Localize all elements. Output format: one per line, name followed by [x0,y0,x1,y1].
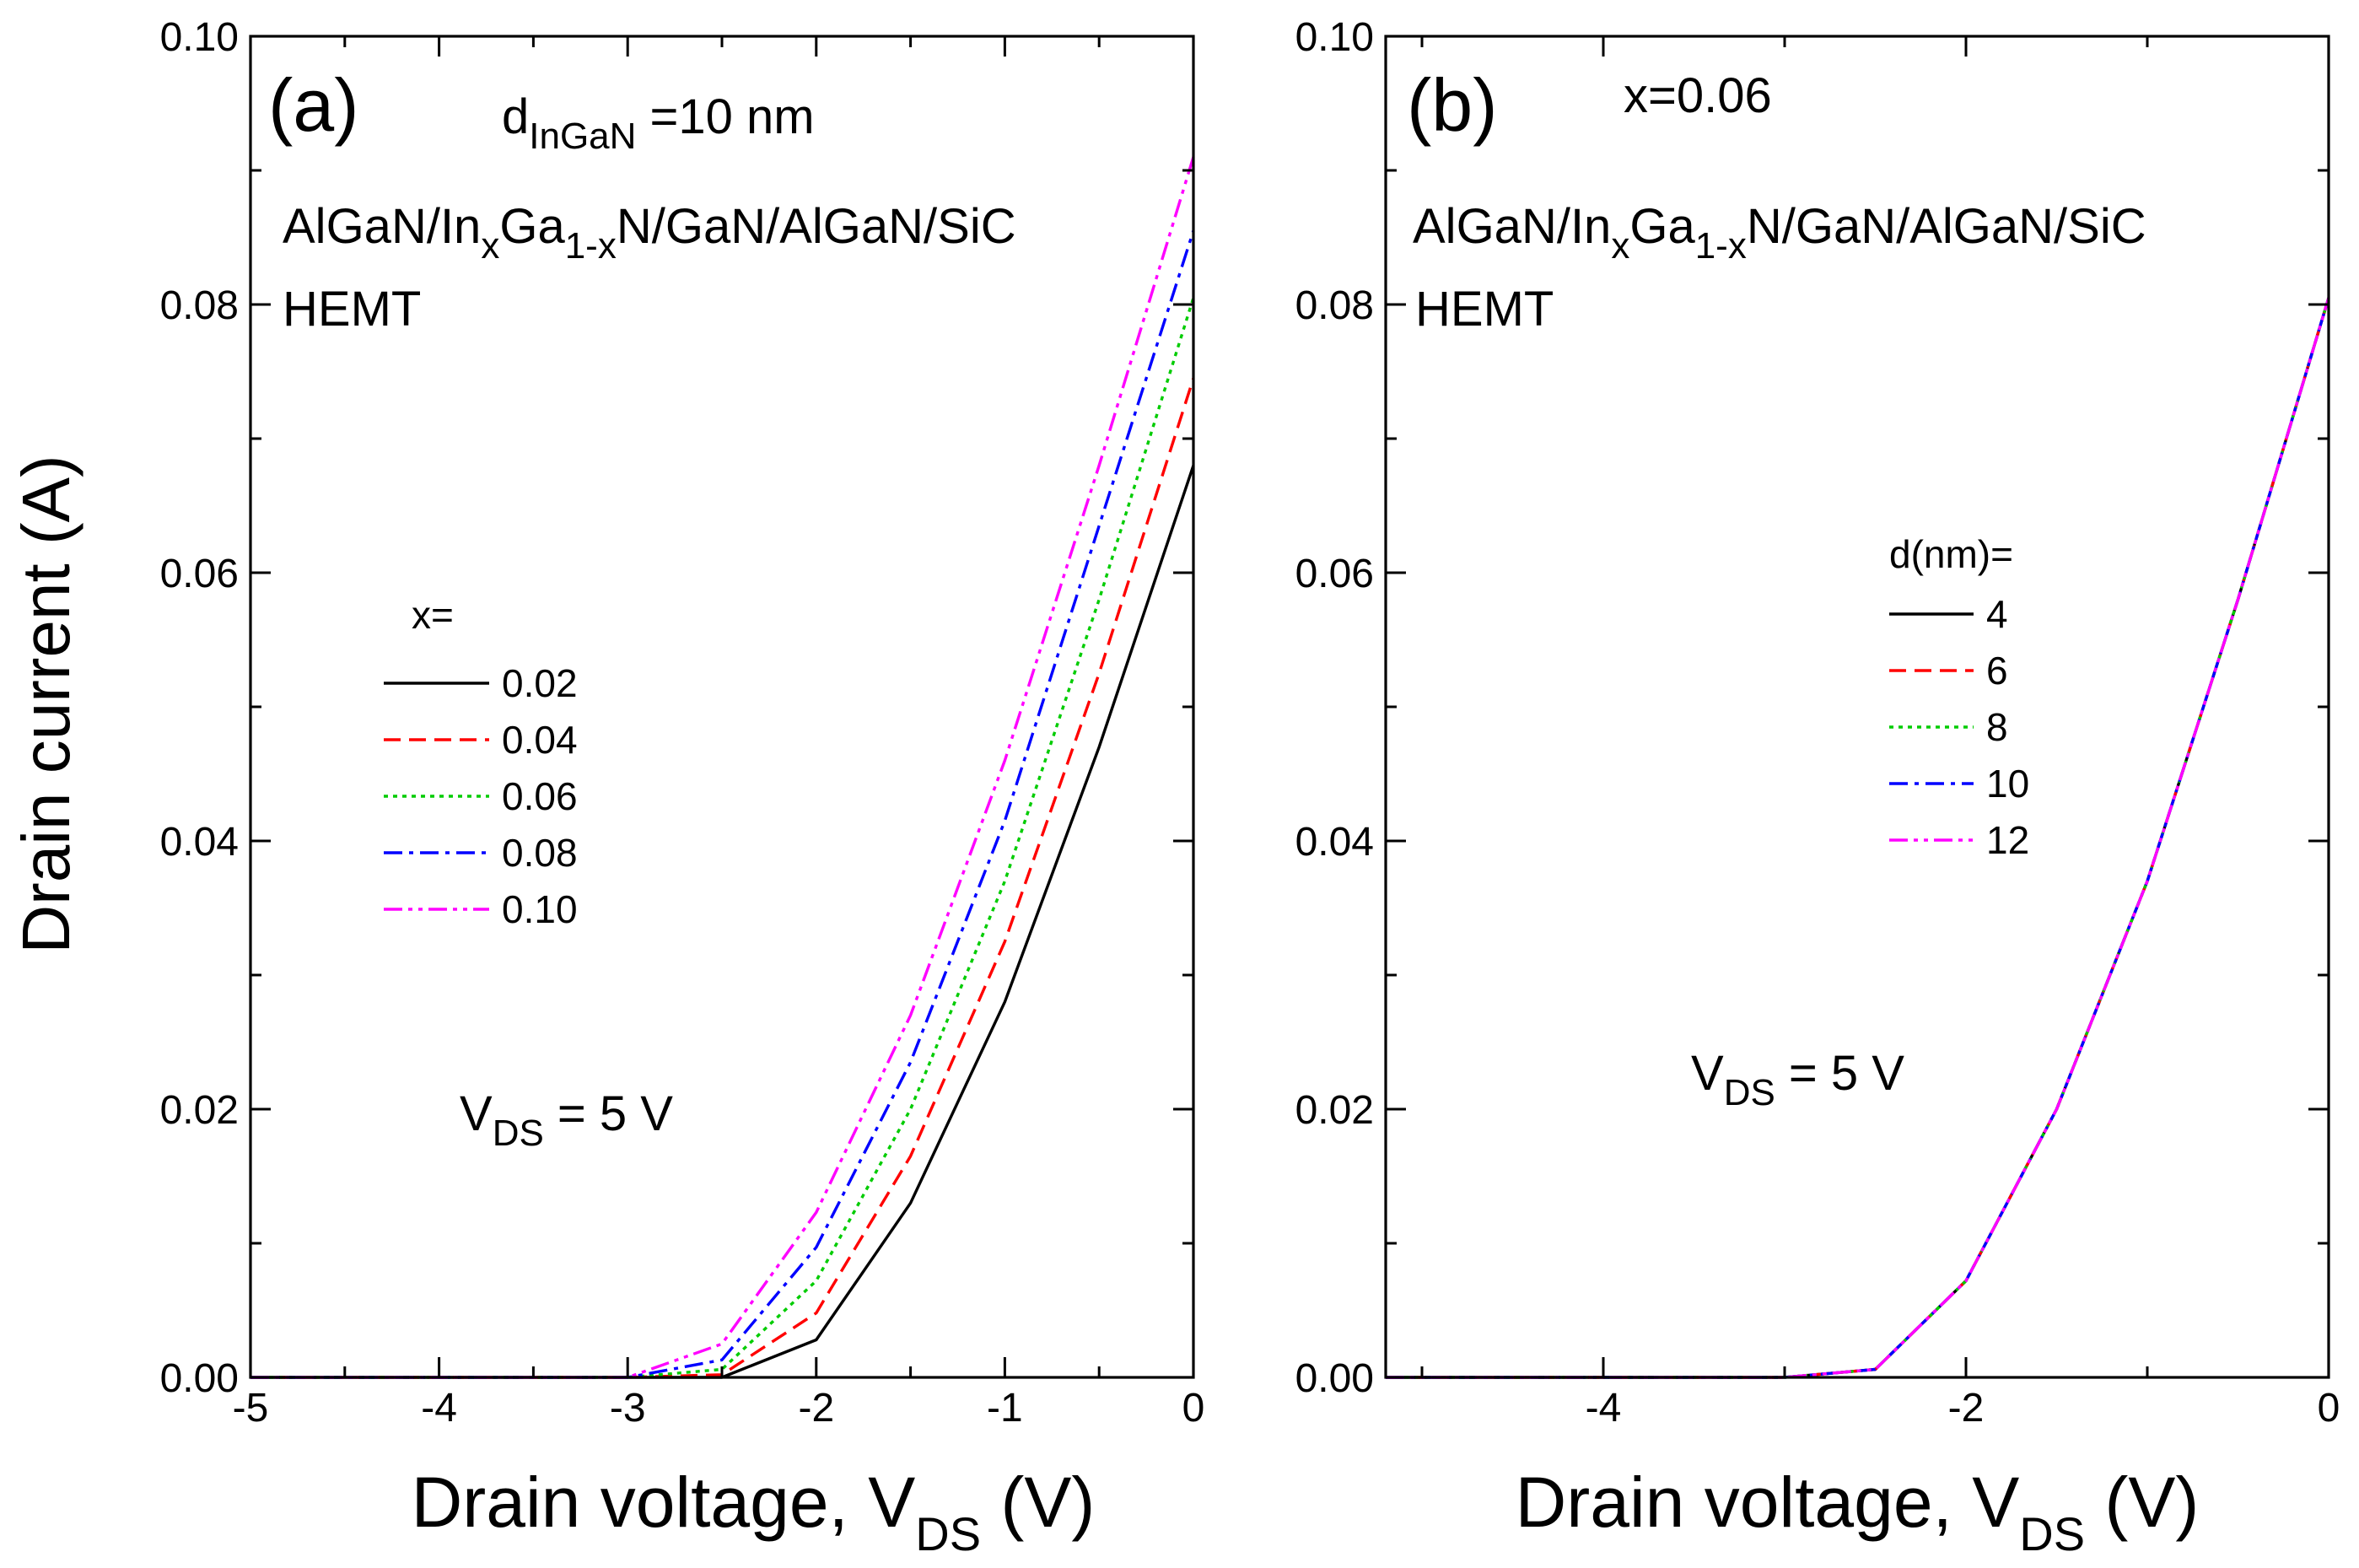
x-tick-label: -4 [421,1386,457,1431]
panel-b-xlabel-main: Drain voltage, V [1516,1463,2020,1542]
panel-a-device: HEMT [283,282,421,337]
panel-b-structure-p2: Ga [1629,199,1695,254]
panel-a-frame [249,35,1195,1379]
panel-b-xlabel-rest: (V) [2085,1463,2199,1542]
legend-label-4: 4 [1986,592,2008,636]
panel-a-structure: AlGaN/InxGa1-xN/GaN/AlGaN/SiC [283,199,1016,267]
legend-label-6: 6 [1986,649,2008,692]
x-tick-label: -1 [987,1386,1023,1431]
panel-b-structure-s2: 1-x [1695,225,1747,267]
x-tick-label: 0 [1182,1386,1205,1431]
legend-label-0.02: 0.02 [502,661,578,705]
x-tick-label: -5 [233,1386,269,1431]
y-tick-label: 0.04 [1295,820,1374,865]
panel-a-xlabel-main: Drain voltage, V [412,1463,916,1542]
panel-a-vds-rest: = 5 V [544,1086,673,1141]
panel-a-structure-p3: N/GaN/AlGaN/SiC [617,199,1016,254]
y-tick-label: 0.10 [160,15,239,60]
y-tick-label: 0.00 [1295,1356,1374,1401]
panel-b-legend-title: d(nm)= [1889,532,2013,576]
y-tick-label: 0.10 [1295,15,1374,60]
panel-a-legend: 0.02 0.04 0.06 0.08 0.10 [384,661,578,931]
panel-b-structure-p3: N/GaN/AlGaN/SiC [1747,199,2146,254]
panel-b-structure: AlGaN/InxGa1-xN/GaN/AlGaN/SiC [1413,199,2146,267]
y-tick-label: 0.06 [160,552,239,596]
x-tick-label: -4 [1586,1386,1622,1431]
legend-label-10: 10 [1986,762,2029,806]
y-tick-label: 0.04 [160,820,239,865]
panel-b-x-axis-label: Drain voltage, VDS (V) [1516,1463,2200,1560]
panel-b: -4 -2 0 0.00 0.02 0.04 0.06 0.08 0.10 (b) x=0.06… [1295,15,2340,1560]
panel-b-legend: 4 6 8 10 12 [1889,592,2029,862]
panel-a-structure-s1: x [481,225,499,267]
legend-label-0.08: 0.08 [502,831,578,875]
legend-label-12: 12 [1986,818,2029,862]
legend-label-0.04: 0.04 [502,718,578,762]
legend-label-0.06: 0.06 [502,774,578,818]
panel-a-xlabel-sub: DS [915,1507,981,1560]
x-tick-label: -3 [610,1386,646,1431]
series-line-0.06 [250,297,1195,1379]
panel-b-frame [1384,35,2330,1379]
panel-a-title-rest: =10 nm [636,89,814,144]
panel-b-vds-main: V [1691,1046,1724,1101]
legend-label-8: 8 [1986,705,2008,749]
panel-b-structure-s1: x [1611,225,1629,267]
panel-b-vds-sub: DS [1724,1072,1775,1113]
panel-b-title: x=0.06 [1624,68,1772,123]
panel-b-vds-note: VDS = 5 V [1691,1046,1904,1113]
panel-a-xlabel-rest: (V) [981,1463,1095,1542]
panel-a-structure-p2: Ga [499,199,565,254]
series-line-0.10 [250,156,1195,1379]
panel-a-vds-main: V [460,1086,493,1141]
x-tick-label: 0 [2318,1386,2340,1431]
panel-a-structure-s2: 1-x [565,225,617,267]
panel-a: -5 -4 -3 -2 -1 00.000.020.040.060.080.10 (a) … [160,15,1205,1560]
y-tick-label: 0.00 [160,1356,239,1401]
panel-a-vds-note: VDS = 5 V [460,1086,673,1154]
y-tick-label: 0.08 [160,283,239,328]
y-tick-label: 0.02 [1295,1088,1374,1133]
y-tick-label: 0.08 [1295,283,1374,328]
panel-b-xlabel-sub: DS [2019,1507,2085,1560]
panel-b-structure-p1: AlGaN/In [1413,199,1611,254]
panel-a-ticks: -5 -4 -3 -2 -1 0 0.00 0.02 0.04 0.06 0.08 0.10 [160,15,1205,1431]
panel-a-title-sub: InGaN [529,116,636,157]
y-axis-label: Drain current (A) [8,455,83,953]
y-tick-label: 0.02 [160,1088,239,1133]
legend-label-0.10: 0.10 [502,887,578,931]
panel-a-label: (a) [268,63,359,147]
panel-b-ticks: -4 -2 0 0.00 0.02 0.04 0.06 0.08 0.10 [1295,15,2340,1431]
panel-a-title-main: d [502,89,529,144]
panel-b-vds-rest: = 5 V [1775,1046,1904,1101]
panel-a-x-axis-label: Drain voltage, VDS (V) [412,1463,1096,1560]
panel-a-legend-title: x= [412,593,454,637]
panel-a-vds-sub: DS [493,1113,544,1154]
panel-b-label: (b) [1407,63,1498,147]
panel-b-device: HEMT [1415,282,1554,337]
panel-a-structure-p1: AlGaN/In [283,199,481,254]
y-tick-label: 0.06 [1295,552,1374,596]
panel-a-title: dInGaN =10 nm [502,89,815,157]
x-tick-label: -2 [798,1386,834,1431]
x-tick-label: -2 [1948,1386,1985,1431]
